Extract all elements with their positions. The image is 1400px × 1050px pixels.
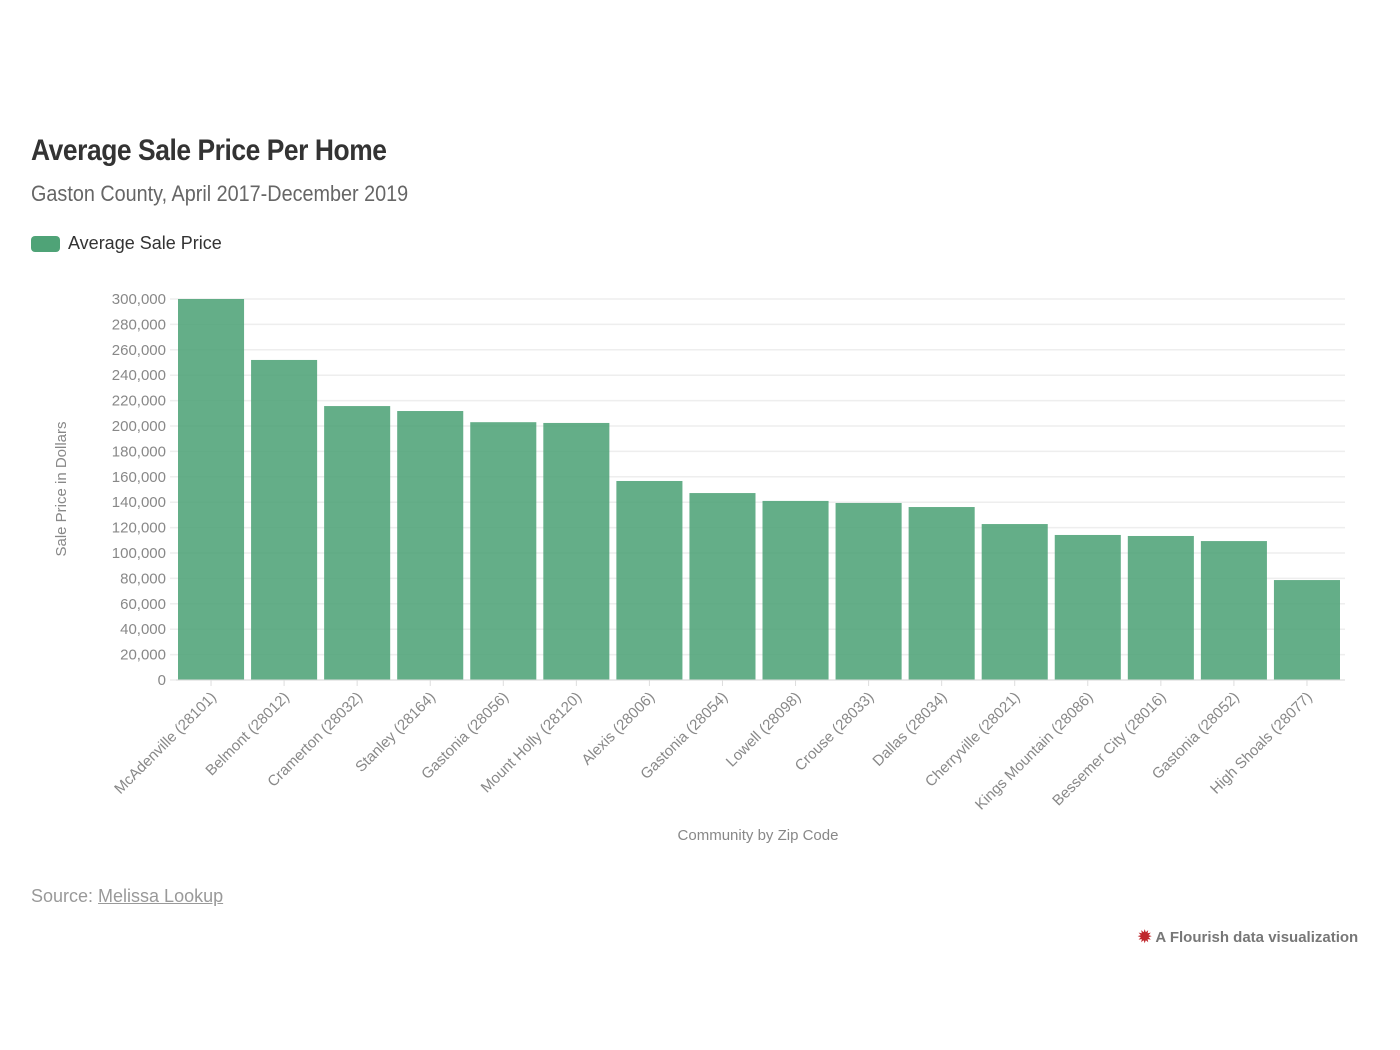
- bar[interactable]: [835, 502, 902, 680]
- y-tick-label: 280,000: [112, 316, 166, 333]
- legend-label: Average Sale Price: [68, 233, 222, 253]
- bar[interactable]: [616, 480, 683, 680]
- bar[interactable]: [689, 493, 756, 680]
- y-tick-label: 40,000: [120, 621, 166, 638]
- legend-swatch: [31, 235, 60, 252]
- bar[interactable]: [981, 524, 1048, 680]
- bar[interactable]: [1273, 580, 1340, 680]
- bar[interactable]: [543, 422, 610, 680]
- y-tick-label: 220,000: [112, 393, 166, 410]
- y-tick-label: 120,000: [112, 520, 166, 537]
- x-tick-label: Dallas (28034): [869, 689, 950, 770]
- bar[interactable]: [178, 299, 245, 680]
- y-tick-label: 20,000: [120, 647, 166, 664]
- bar[interactable]: [251, 359, 318, 680]
- chart-subtitle: Gaston County, April 2017-December 2019: [31, 181, 409, 206]
- source-prefix: Source:: [31, 886, 99, 906]
- x-tick-label: Crouse (28033): [792, 689, 878, 775]
- y-tick-label: 80,000: [120, 570, 166, 587]
- bar[interactable]: [470, 422, 537, 680]
- y-tick-label: 200,000: [112, 418, 166, 435]
- bar[interactable]: [397, 411, 464, 680]
- source-link[interactable]: Melissa Lookup: [98, 886, 224, 906]
- bar[interactable]: [762, 500, 829, 680]
- y-tick-label: 160,000: [112, 469, 166, 486]
- y-tick-label: 60,000: [120, 596, 166, 613]
- x-tick-label: Kings Mountain (28086): [972, 689, 1097, 814]
- y-tick-label: 300,000: [112, 291, 166, 308]
- y-tick-label: 0: [158, 672, 166, 689]
- x-tick-label: Lowell (28098): [723, 689, 805, 771]
- y-tick-label: 260,000: [112, 342, 166, 359]
- bar[interactable]: [1127, 535, 1194, 680]
- flourish-credit[interactable]: ✹ A Flourish data visualization: [1138, 927, 1358, 947]
- bar[interactable]: [908, 507, 975, 680]
- x-axis-label: Community by Zip Code: [678, 827, 839, 844]
- legend[interactable]: Average Sale Price: [31, 233, 222, 254]
- x-tick-label: Alexis (28006): [578, 689, 658, 769]
- x-tick-label: McAdenville (28101): [111, 689, 220, 798]
- y-tick-label: 140,000: [112, 494, 166, 511]
- bar[interactable]: [1054, 534, 1121, 680]
- flourish-logo-icon: ✹: [1138, 929, 1152, 946]
- bar[interactable]: [324, 406, 391, 680]
- flourish-credit-text: A Flourish data visualization: [1155, 928, 1359, 946]
- y-tick-label: 180,000: [112, 443, 166, 460]
- chart-title: Average Sale Price Per Home: [31, 134, 387, 167]
- y-axis-label: Sale Price in Dollars: [53, 421, 70, 556]
- y-tick-label: 240,000: [112, 367, 166, 384]
- bar[interactable]: [1200, 541, 1267, 680]
- y-tick-label: 100,000: [112, 545, 166, 562]
- source-note: Source: Melissa Lookup: [31, 886, 223, 907]
